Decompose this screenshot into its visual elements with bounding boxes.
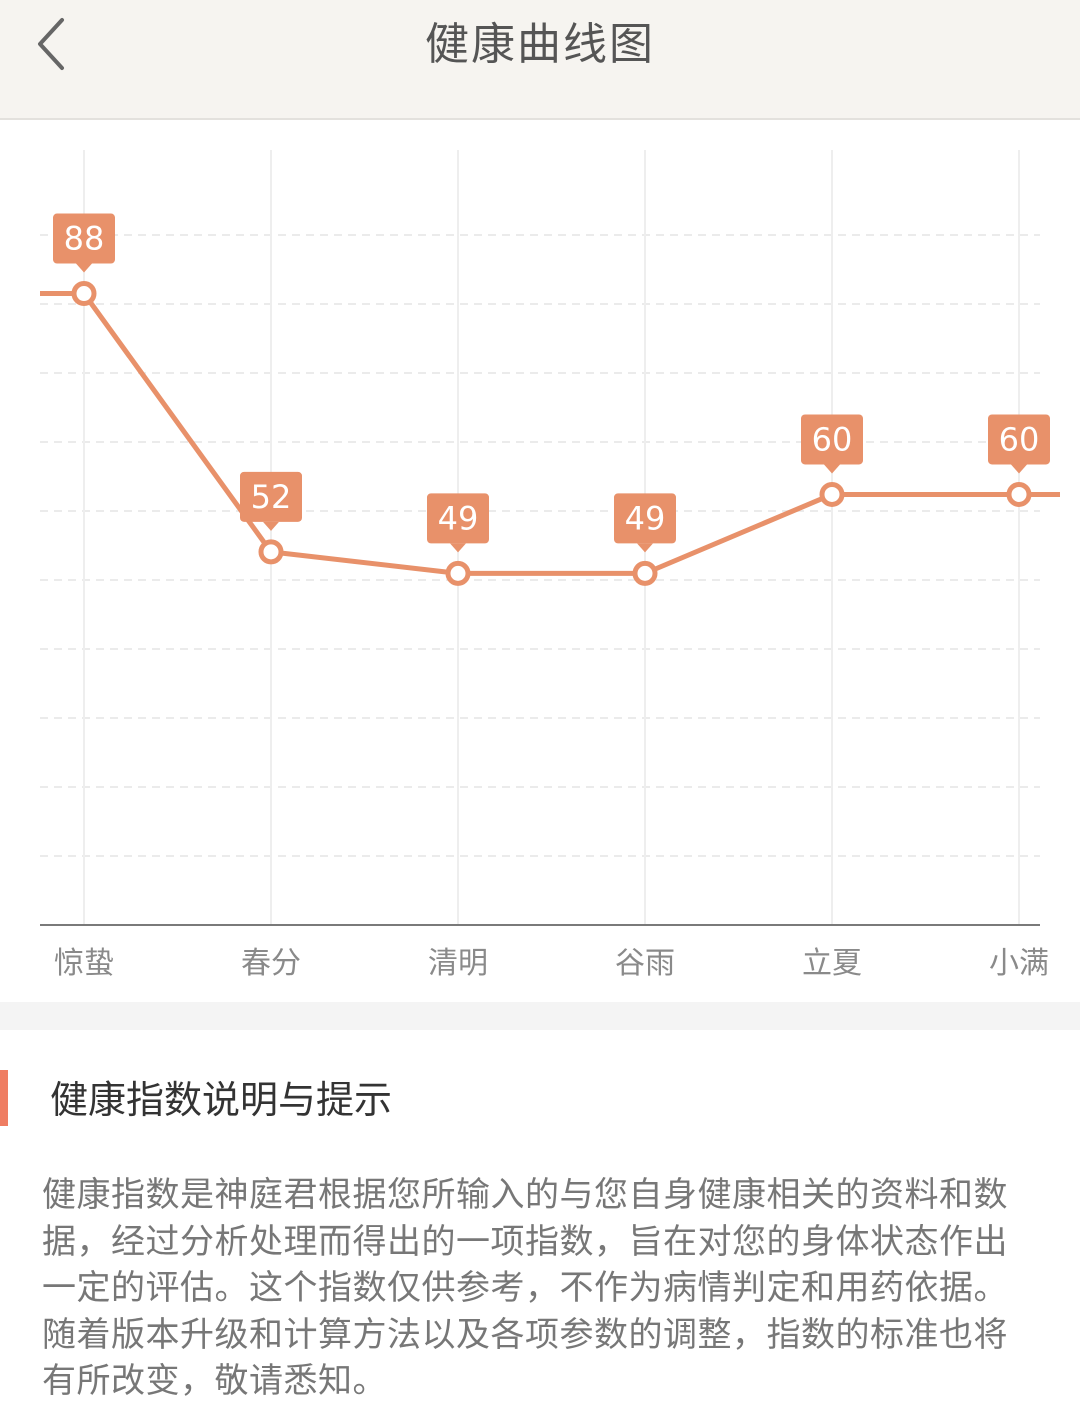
- svg-text:52: 52: [251, 478, 292, 516]
- data-label: 49: [614, 493, 676, 553]
- data-point-marker: [258, 539, 284, 565]
- back-button[interactable]: [22, 12, 82, 76]
- x-tick-label: 谷雨: [615, 946, 675, 981]
- x-tick-label: 清明: [428, 946, 488, 981]
- data-label: 49: [427, 493, 489, 553]
- data-label: 60: [801, 414, 863, 474]
- app-header: 健康曲线图: [0, 0, 1080, 120]
- data-point-marker: [632, 560, 658, 586]
- svg-text:49: 49: [625, 499, 666, 537]
- data-point-marker: [1006, 481, 1032, 507]
- x-tick-label: 春分: [241, 946, 301, 981]
- data-label: 88: [53, 213, 115, 273]
- svg-text:88: 88: [64, 220, 105, 258]
- series-line: [40, 291, 1060, 576]
- svg-text:60: 60: [812, 420, 853, 458]
- data-point-marker: [445, 560, 471, 586]
- x-tick-label: 立夏: [802, 946, 862, 981]
- x-tick-label: 小满: [989, 946, 1049, 981]
- health-curve-chart[interactable]: 88 52 49 49 60 60 惊蛰 春分 清明 谷雨 立夏 小满: [0, 122, 1080, 1002]
- svg-text:49: 49: [438, 499, 479, 537]
- health-index-info-section: 健康指数说明与提示 健康指数是神庭君根据您所输入的与您自身健康相关的资料和数据，…: [0, 1030, 1080, 1406]
- page-title: 健康曲线图: [425, 19, 655, 70]
- svg-text:60: 60: [999, 420, 1040, 458]
- chevron-left-icon: [38, 18, 64, 70]
- chart-svg: 88 52 49 49 60 60 惊蛰 春分 清明 谷雨 立夏 小满: [40, 150, 1060, 981]
- data-point-marker: [71, 281, 97, 307]
- data-label: 52: [240, 471, 302, 531]
- data-label: 60: [988, 414, 1050, 474]
- data-point-marker: [819, 481, 845, 507]
- section-title: 健康指数说明与提示: [50, 1078, 393, 1122]
- section-divider: [0, 1002, 1080, 1030]
- section-body-text: 健康指数是神庭君根据您所输入的与您自身健康相关的资料和数据，经过分析处理而得出的…: [42, 1175, 1008, 1401]
- section-accent-bar: [0, 1070, 8, 1126]
- x-tick-label: 惊蛰: [54, 946, 114, 981]
